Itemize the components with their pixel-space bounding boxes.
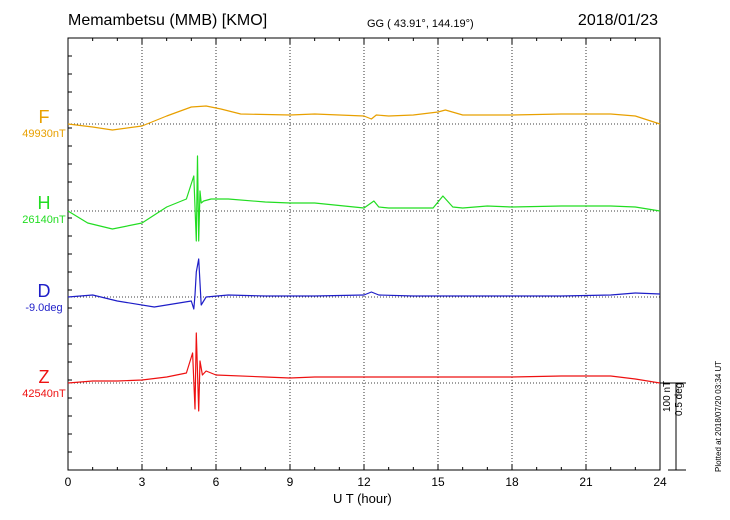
series-line-z [67,332,661,412]
x-tick-label: 0 [65,475,72,489]
x-tick-label: 21 [579,475,593,489]
x-tick-label: 3 [139,475,146,489]
series-name: H [37,193,51,213]
series-baseline: 42540nT [22,388,66,400]
x-tick-label: 15 [431,475,445,489]
component-h-label: H 26140nT [14,193,74,227]
station-title: Memambetsu (MMB) [KMO] [68,12,268,29]
observation-date: 2018/01/23 [577,12,658,29]
x-axis-label: U T (hour) [333,491,392,506]
series-line-f [67,105,661,131]
scale-bar-nt-label: 100 nT [662,380,673,412]
x-tick-label: 9 [287,475,294,489]
series-baseline: -9.0deg [25,302,63,314]
x-tick-label: 24 [653,475,667,489]
series-name: F [38,107,50,127]
series-name: D [37,281,51,301]
component-z-label: Z 42540nT [14,367,74,401]
plotted-timestamp: Plotted at 2018/07/20 03:34 UT [714,360,723,472]
component-d-label: D -9.0deg [14,281,74,315]
x-tick-label: 18 [505,475,519,489]
series-name: Z [38,367,50,387]
x-tick-label: 6 [213,475,220,489]
component-f-label: F 49930nT [14,107,74,141]
series-baseline: 26140nT [22,214,66,226]
series-line-h [67,155,661,242]
series-baseline: 49930nT [22,128,66,140]
scale-bar-deg-label: 0.5 deg [674,382,685,416]
geographic-coordinates: GG ( 43.91°, 144.19°) [367,18,474,30]
series-line-d [67,258,661,310]
x-tick-label: 12 [357,475,371,489]
